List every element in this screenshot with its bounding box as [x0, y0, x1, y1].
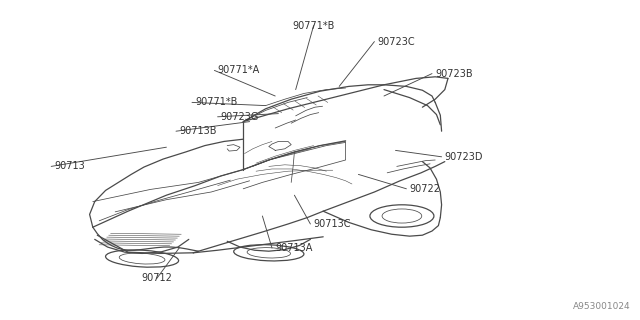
Text: 90723D: 90723D	[445, 152, 483, 162]
Text: 90713C: 90713C	[314, 219, 351, 229]
Text: 90771*B: 90771*B	[195, 97, 237, 108]
Text: A953001024: A953001024	[573, 302, 630, 311]
Text: 90723B: 90723B	[435, 68, 473, 79]
Text: 90722: 90722	[410, 184, 440, 194]
Text: 90713B: 90713B	[179, 126, 217, 136]
Text: 90771*A: 90771*A	[218, 65, 260, 76]
Text: 90713: 90713	[54, 161, 85, 172]
Text: 90712: 90712	[141, 273, 172, 284]
Text: 90771*B: 90771*B	[292, 20, 335, 31]
Text: 90723C: 90723C	[378, 36, 415, 47]
Text: 90713A: 90713A	[275, 243, 312, 253]
Text: 90723G: 90723G	[221, 112, 259, 122]
